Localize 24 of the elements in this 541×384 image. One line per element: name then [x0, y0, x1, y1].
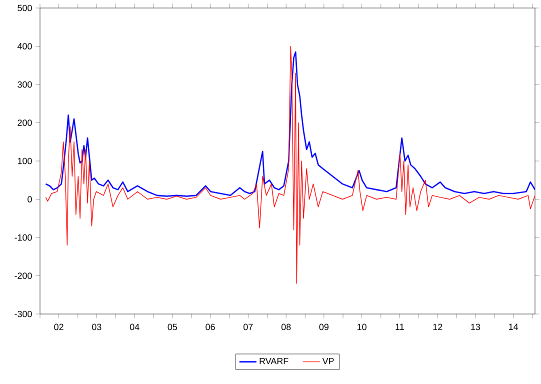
x-tick-label: 09	[319, 324, 328, 330]
x-tick-label: 04	[130, 324, 140, 330]
y-tick-label: 300	[18, 81, 32, 88]
y-tick-label: 400	[17, 43, 32, 50]
legend-label: RVARF	[260, 358, 288, 364]
y-tick-label: -300	[14, 310, 32, 318]
x-tick-label: 05	[168, 324, 178, 330]
y-tick-label: -100	[14, 234, 32, 241]
y-tick-label: 0	[28, 196, 32, 202]
legend-label: VP	[322, 358, 334, 364]
y-tick-label: 200	[18, 120, 32, 126]
x-tick-label: 10	[358, 324, 366, 330]
x-tick-label: 07	[244, 324, 253, 330]
x-tick-label: 06	[206, 324, 215, 330]
x-tick-label: 14	[509, 324, 518, 330]
x-tick-label: 02	[54, 324, 64, 330]
x-tick-label: 03	[92, 324, 102, 330]
y-tick-label: 500	[18, 4, 32, 12]
x-tick-label: 11	[396, 324, 404, 330]
x-tick-label: 12	[433, 324, 442, 330]
y-tick-label: 100	[18, 158, 32, 164]
y-tick-label: -200	[14, 272, 32, 279]
x-tick-label: 08	[281, 324, 291, 330]
x-tick-label: 13	[471, 324, 480, 330]
